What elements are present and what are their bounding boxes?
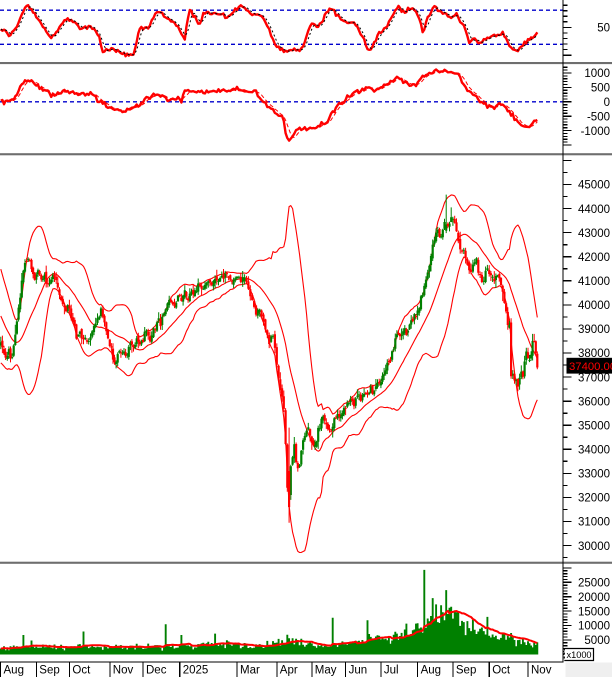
svg-text:10000: 10000	[578, 621, 610, 633]
svg-text:30000: 30000	[578, 541, 610, 553]
svg-text:25000: 25000	[578, 578, 610, 590]
svg-text:Sep: Sep	[456, 665, 476, 677]
svg-text:Aug: Aug	[421, 665, 441, 677]
svg-text:Jun: Jun	[349, 665, 368, 677]
svg-text:39000: 39000	[578, 324, 610, 336]
svg-text:500: 500	[591, 83, 610, 95]
svg-text:37000: 37000	[578, 372, 610, 384]
svg-text:2025: 2025	[183, 665, 209, 677]
svg-text:5000: 5000	[584, 635, 610, 647]
svg-text:Oct: Oct	[492, 665, 511, 677]
svg-text:37400.00: 37400.00	[569, 361, 612, 373]
svg-text:35000: 35000	[578, 420, 610, 432]
svg-text:36000: 36000	[578, 396, 610, 408]
svg-text:38000: 38000	[578, 348, 610, 360]
svg-text:Sep: Sep	[39, 665, 59, 677]
svg-text:-1000: -1000	[581, 126, 610, 138]
svg-text:50: 50	[597, 23, 610, 35]
svg-text:Jul: Jul	[384, 665, 399, 677]
svg-text:31000: 31000	[578, 517, 610, 529]
svg-text:Apr: Apr	[280, 665, 298, 677]
svg-text:45000: 45000	[578, 180, 610, 192]
svg-text:x1000: x1000	[567, 650, 592, 660]
svg-text:43000: 43000	[578, 228, 610, 240]
svg-text:Dec: Dec	[146, 665, 167, 677]
svg-text:1000: 1000	[584, 68, 610, 80]
svg-text:Oct: Oct	[72, 665, 91, 677]
svg-text:15000: 15000	[578, 606, 610, 618]
svg-text:Mar: Mar	[240, 665, 260, 677]
svg-text:20000: 20000	[578, 592, 610, 604]
svg-text:Aug: Aug	[4, 665, 24, 677]
svg-text:34000: 34000	[578, 445, 610, 457]
svg-text:Nov: Nov	[531, 665, 552, 677]
svg-text:May: May	[315, 665, 337, 677]
svg-text:44000: 44000	[578, 204, 610, 216]
svg-text:0: 0	[604, 97, 610, 109]
svg-text:40000: 40000	[578, 300, 610, 312]
svg-text:41000: 41000	[578, 276, 610, 288]
svg-text:42000: 42000	[578, 252, 610, 264]
svg-text:33000: 33000	[578, 469, 610, 481]
svg-text:-500: -500	[587, 111, 610, 123]
svg-text:32000: 32000	[578, 493, 610, 505]
svg-text:Nov: Nov	[113, 665, 134, 677]
